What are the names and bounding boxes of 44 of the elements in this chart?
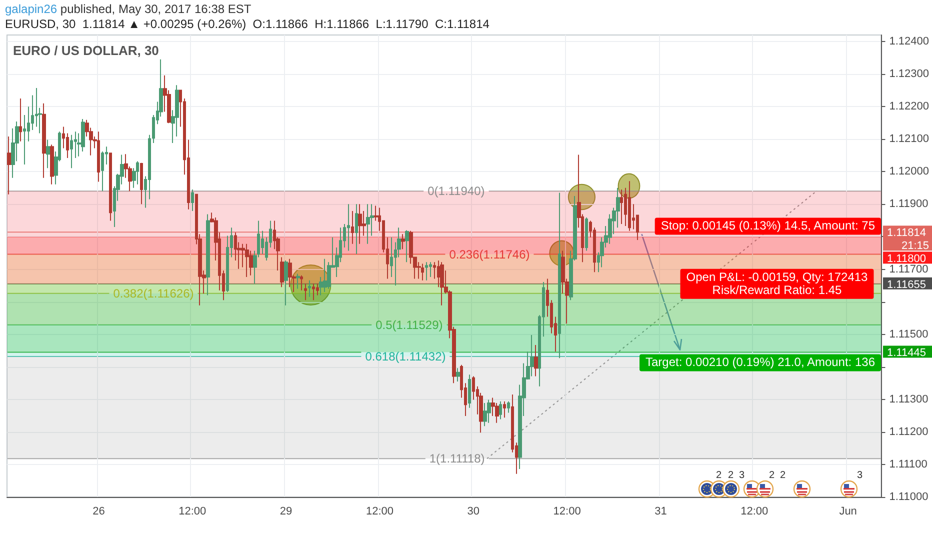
annotation: 3 (857, 470, 863, 481)
x-tick-label: 12:00 (178, 506, 206, 518)
y-tick-label: 1.11500 (889, 328, 928, 340)
ref-line-label: 1.11445 (887, 347, 926, 360)
annotation: Target: 0.00210 (0.19%) 21.0, Amount: 136 (646, 355, 876, 370)
text: galapin26 published, May 30, 2017 16:38 EST (5, 2, 252, 16)
ref-line-label: 1(1.11118) (429, 452, 485, 466)
x-tick-label: 12:00 (740, 506, 768, 518)
text: 21:15 (901, 240, 929, 252)
ref-line-label: 1.11814 (887, 227, 926, 240)
y-tick-label: 1.11300 (889, 393, 928, 406)
x-tick-label: 12:00 (553, 506, 581, 518)
y-tick-label: 1.11000 (889, 491, 928, 503)
annotation: 3 (739, 470, 745, 481)
chart-subtitle: EURUSD, 30 1.11814 ▲ +0.00295 (+0.26%) O:1.11866 H:1.11866 L:1.11790 C:1.11814 (5, 17, 490, 31)
y-tick-label: 1.12300 (889, 68, 930, 80)
y-tick-label: 1.12400 (889, 36, 930, 48)
y-tick-label: 1.11100 (889, 458, 928, 470)
y-tick-label: 1.12100 (889, 133, 930, 146)
x-tick-label: 30 (467, 506, 480, 518)
ref-line-label: 1.11800 (887, 253, 926, 266)
ref-line-label: 0.382(1.11626) (113, 286, 194, 300)
y-tick-label: 1.12200 (889, 100, 930, 113)
y-tick-label: 1.11200 (889, 426, 928, 438)
annotation: 2 (780, 470, 786, 481)
y-tick-label: 1.12000 (889, 166, 930, 178)
x-tick-label: 31 (654, 506, 667, 518)
ref-line-label: 0.618(1.11432) (365, 349, 446, 364)
annotation: 2 (716, 470, 722, 481)
annotation: 2 (769, 470, 775, 481)
annotation: Stop: 0.00145 (0.13%) 14.5, Amount: 75 (660, 218, 876, 233)
y-tick-label: 1.11900 (889, 198, 928, 210)
ref-line-label: 1.11655 (887, 278, 926, 291)
ref-line-label: 0(1.11940) (428, 184, 485, 198)
ref-line-label: 0.5(1.11529) (376, 318, 443, 332)
y-tick-label: 1.11700 (889, 263, 928, 276)
x-tick-label: Jun (839, 506, 857, 518)
text: EURO / US DOLLAR, 30 (13, 43, 159, 58)
x-tick-label: 29 (280, 506, 292, 518)
x-tick-label: 26 (92, 506, 105, 518)
annotation: 2 (728, 470, 734, 481)
annotation: Open P&L: -0.00159, Qty: 172413 Risk/Reward Ratio: 1.45 (686, 270, 868, 297)
x-tick-label: 12:00 (366, 506, 394, 518)
ref-line-label: 0.236(1.11746) (449, 247, 530, 262)
